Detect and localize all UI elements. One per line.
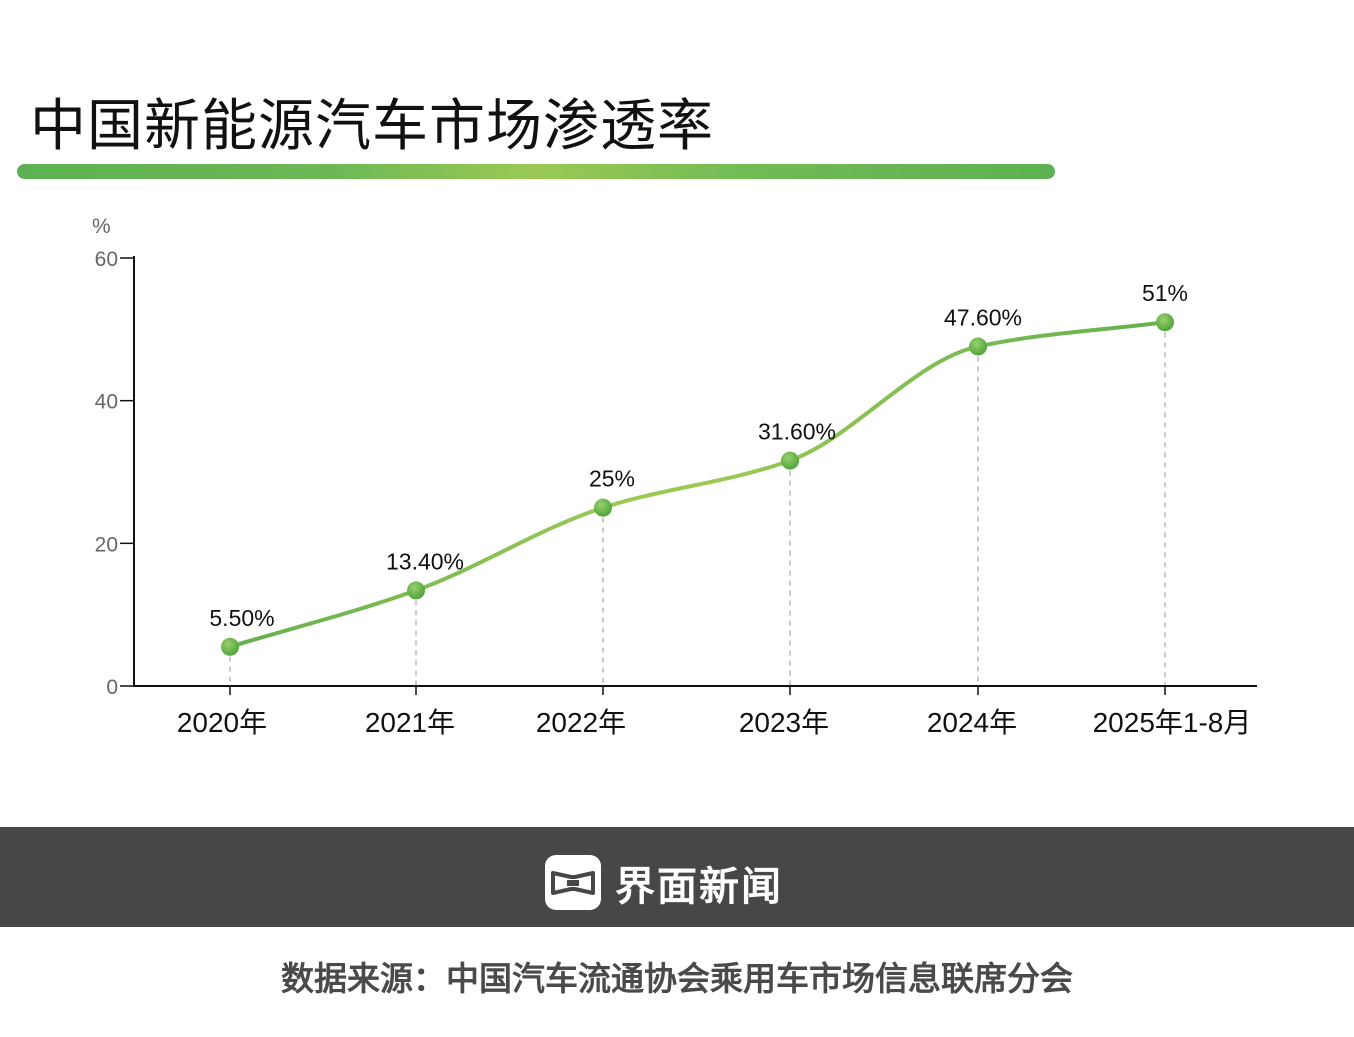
data-label: 51% (1142, 280, 1188, 306)
x-tick-label: 2023年 (739, 707, 829, 738)
y-tick-label: 60 (95, 248, 118, 271)
data-label: 47.60% (944, 304, 1022, 330)
x-tick-label: 2024年 (927, 707, 1017, 738)
data-point (1156, 313, 1174, 332)
data-labels: 5.50% 13.40% 25% 31.60% 47.60% 51% (209, 280, 1188, 631)
data-label: 5.50% (209, 605, 274, 631)
chart-title: 中国新能源汽车市场渗透率 (30, 94, 714, 159)
x-tick-label: 2025年1-8月 (1093, 707, 1252, 738)
brand: 界面新闻 (545, 855, 783, 910)
data-point (594, 498, 612, 517)
data-point (969, 337, 987, 356)
data-point (781, 451, 799, 470)
x-tick-label: 2021年 (365, 707, 455, 738)
guide-lines (229, 322, 1166, 686)
data-label: 25% (589, 466, 635, 492)
data-point (221, 637, 239, 656)
footer-band (0, 827, 1354, 927)
y-tick-label: 20 (95, 533, 118, 556)
x-tick-label: 2020年 (177, 707, 267, 738)
axes (120, 256, 1257, 695)
data-points (221, 313, 1174, 656)
jiemian-logo-icon (545, 855, 601, 910)
y-axis-tick-labels: 0 20 40 60 (95, 248, 118, 699)
brand-name: 界面新闻 (615, 863, 783, 910)
x-tick-label: 2022年 (536, 707, 626, 738)
data-point (407, 581, 425, 600)
title-underline-bar (17, 164, 1055, 179)
x-axis-category-labels: 2020年 2021年 2022年 2023年 2024年 2025年1-8月 (177, 707, 1252, 738)
data-label: 31.60% (758, 419, 836, 445)
data-source-note: 数据来源：中国汽车流通协会乘用车市场信息联席分会 (281, 959, 1073, 998)
y-tick-label: 0 (106, 676, 118, 699)
series-line (228, 320, 1167, 649)
y-axis-unit-label: % (92, 215, 111, 238)
data-label: 13.40% (386, 548, 464, 574)
y-tick-label: 40 (95, 391, 118, 414)
